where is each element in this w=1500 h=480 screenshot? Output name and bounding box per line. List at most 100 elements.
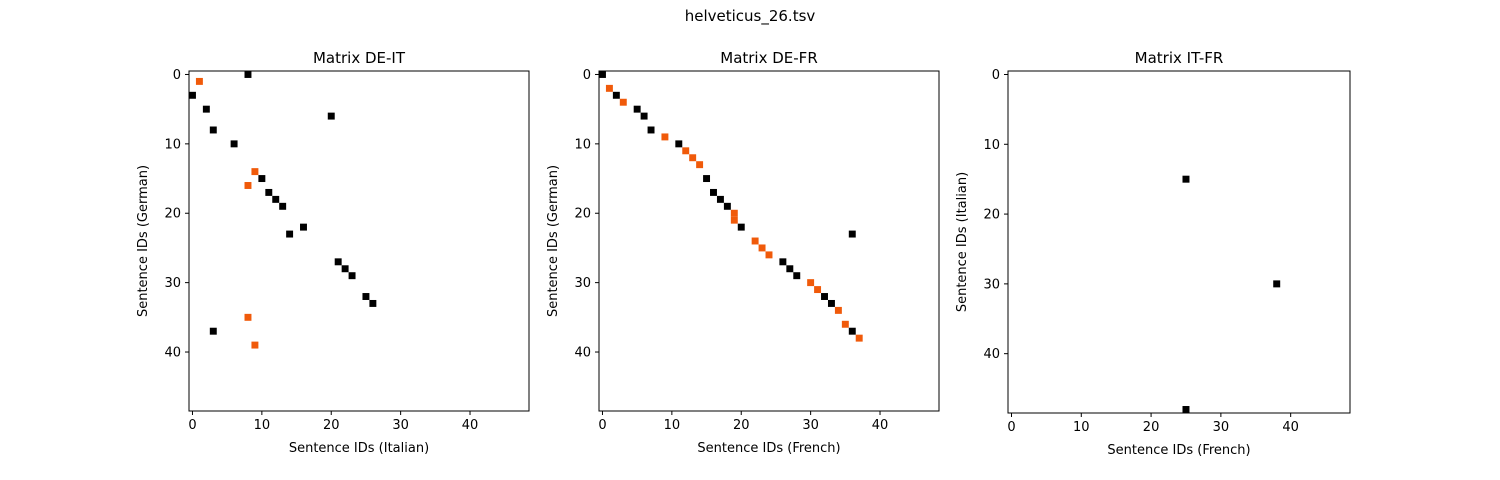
matrix-de-it-cell bbox=[300, 223, 307, 231]
matrix-de-fr-cell bbox=[716, 195, 724, 203]
matrix-de-fr-cell bbox=[723, 202, 731, 210]
matrix-it-fr-ytick-label: 40 bbox=[983, 347, 1000, 362]
matrix-de-it-cell bbox=[251, 168, 259, 176]
figure-title: helveticus_26.tsv bbox=[685, 7, 816, 26]
matrix-de-it-xtick-label: 30 bbox=[392, 418, 409, 433]
matrix-it-fr-ytick-label: 10 bbox=[983, 138, 1000, 153]
matrix-de-fr-cell bbox=[640, 112, 648, 120]
matrix-de-fr-cell bbox=[848, 327, 856, 335]
matrix-de-fr-cell bbox=[703, 175, 711, 183]
matrix-de-it-xtick-label: 20 bbox=[323, 418, 340, 433]
matrix-de-it-ytick-label: 40 bbox=[164, 346, 181, 361]
matrix-de-fr-cell bbox=[834, 306, 842, 314]
matrix-de-fr-frame bbox=[598, 70, 940, 412]
matrix-de-fr-cell bbox=[619, 98, 627, 106]
matrix-de-fr-cell bbox=[612, 91, 620, 99]
matrix-de-it-title: Matrix DE-IT bbox=[313, 49, 406, 67]
matrix-de-fr-cell bbox=[779, 258, 787, 266]
matrix-de-fr-panel: Matrix DE-FR 0 10 20 30 40 0 10 20 30 40 Sentence I… bbox=[546, 49, 940, 456]
matrix-de-fr-cell bbox=[661, 133, 669, 141]
matrix-de-fr-cell bbox=[710, 188, 717, 196]
matrix-de-fr-cell bbox=[758, 244, 766, 252]
matrix-de-it-ytick-label: 10 bbox=[164, 137, 181, 152]
matrix-de-it-cell bbox=[244, 313, 252, 321]
matrix-de-it-cell bbox=[202, 105, 210, 113]
matrix-de-fr-cell bbox=[675, 140, 683, 148]
matrix-de-it-cell bbox=[272, 195, 280, 203]
matrix-de-it-ylabel: Sentence IDs (German) bbox=[136, 165, 151, 317]
matrix-de-fr-title: Matrix DE-FR bbox=[720, 49, 818, 67]
matrix-it-fr-ytick-label: 0 bbox=[992, 68, 1000, 83]
matrix-de-fr-cell bbox=[633, 105, 641, 113]
matrix-de-fr-cell bbox=[647, 126, 655, 134]
matrix-de-fr-ytick-label: 20 bbox=[574, 207, 591, 222]
matrix-de-it-ytick-label: 0 bbox=[173, 68, 181, 83]
matrix-it-fr-xtick-label: 30 bbox=[1213, 420, 1230, 435]
matrix-it-fr-xtick-label: 20 bbox=[1143, 420, 1160, 435]
matrix-de-it-xtick-label: 40 bbox=[462, 418, 479, 433]
matrix-de-it-xtick-label: 0 bbox=[188, 418, 196, 433]
matrix-de-fr-cell bbox=[751, 237, 759, 245]
matrix-de-fr-cell bbox=[696, 161, 704, 169]
matrix-de-it-cell bbox=[279, 202, 287, 210]
matrix-de-fr-xlabel: Sentence IDs (French) bbox=[697, 441, 840, 456]
matrix-de-fr-cell bbox=[730, 209, 738, 217]
matrix-de-fr-cell bbox=[730, 216, 738, 224]
matrix-de-it-cell bbox=[362, 293, 370, 300]
matrix-de-it-cell bbox=[334, 258, 342, 266]
matrix-de-fr-cell bbox=[855, 334, 863, 342]
matrix-it-fr-title: Matrix IT-FR bbox=[1135, 49, 1224, 67]
matrix-de-fr-cell bbox=[848, 230, 856, 238]
matrix-de-it-cell bbox=[369, 299, 377, 307]
matrix-de-it-ytick-label: 20 bbox=[164, 207, 181, 222]
matrix-de-fr-cell bbox=[841, 320, 849, 328]
matrix-de-it-panel: Matrix DE-IT 0 10 20 30 40 0 10 20 30 40 Sentence I… bbox=[136, 49, 530, 456]
matrix-de-fr-xtick-label: 30 bbox=[802, 418, 819, 433]
matrix-de-fr-cell bbox=[814, 286, 822, 294]
matrix-de-fr-ytick-label: 0 bbox=[583, 68, 591, 83]
matrix-de-fr-cell bbox=[765, 251, 773, 259]
matrix-de-it-cell bbox=[230, 140, 238, 148]
matrix-it-fr-frame bbox=[1007, 70, 1351, 414]
matrix-de-fr-xtick-label: 0 bbox=[598, 418, 606, 433]
matrix-de-fr-cell bbox=[689, 154, 697, 162]
matrix-de-it-xtick-label: 10 bbox=[254, 418, 271, 433]
matrix-it-fr-cell bbox=[1182, 406, 1190, 413]
matrix-de-it-cell bbox=[265, 188, 273, 196]
matrix-de-fr-cell bbox=[786, 265, 794, 273]
matrix-de-it-cell bbox=[244, 71, 252, 78]
matrix-de-fr-xtick-label: 20 bbox=[733, 418, 750, 433]
matrix-de-fr-cell bbox=[821, 293, 828, 300]
matrix-de-it-cell bbox=[286, 230, 294, 238]
matrix-de-fr-xtick-label: 10 bbox=[664, 418, 681, 433]
matrix-de-it-ytick-label: 30 bbox=[164, 276, 181, 291]
matrix-de-fr-ytick-label: 10 bbox=[574, 137, 591, 152]
matrix-de-fr-cell bbox=[605, 84, 613, 92]
matrix-de-fr-cell bbox=[737, 223, 745, 231]
matrix-de-fr-xtick-label: 40 bbox=[872, 418, 889, 433]
matrix-de-fr-cell bbox=[599, 71, 606, 78]
matrix-de-it-cell bbox=[327, 112, 335, 120]
matrix-de-fr-cell bbox=[807, 279, 815, 287]
matrix-de-it-xlabel: Sentence IDs (Italian) bbox=[289, 441, 429, 456]
matrix-it-fr-xtick-label: 10 bbox=[1073, 420, 1090, 435]
matrix-de-fr-cell bbox=[827, 299, 835, 307]
matrix-it-fr-cell bbox=[1273, 280, 1281, 288]
matrix-de-fr-ylabel: Sentence IDs (German) bbox=[546, 165, 561, 317]
matrix-it-fr-ytick-label: 20 bbox=[983, 208, 1000, 223]
matrix-de-it-cell bbox=[189, 91, 196, 99]
matrix-it-fr-xtick-label: 40 bbox=[1282, 420, 1299, 435]
matrix-de-it-cell bbox=[209, 126, 217, 134]
matrix-it-fr-ylabel: Sentence IDs (Italian) bbox=[955, 172, 970, 312]
matrix-de-fr-ytick-label: 40 bbox=[574, 346, 591, 361]
matrix-de-it-cell bbox=[195, 77, 203, 85]
matrix-de-it-frame bbox=[188, 70, 530, 412]
matrix-de-it-cell bbox=[251, 341, 259, 349]
matrix-de-fr-ytick-label: 30 bbox=[574, 276, 591, 291]
matrix-it-fr-cell bbox=[1182, 175, 1190, 183]
matrix-de-fr-cell bbox=[793, 272, 801, 280]
matrix-de-fr-cell bbox=[682, 147, 690, 155]
matrix-de-it-cell bbox=[244, 182, 252, 189]
matrix-it-fr-xlabel: Sentence IDs (French) bbox=[1107, 443, 1250, 458]
